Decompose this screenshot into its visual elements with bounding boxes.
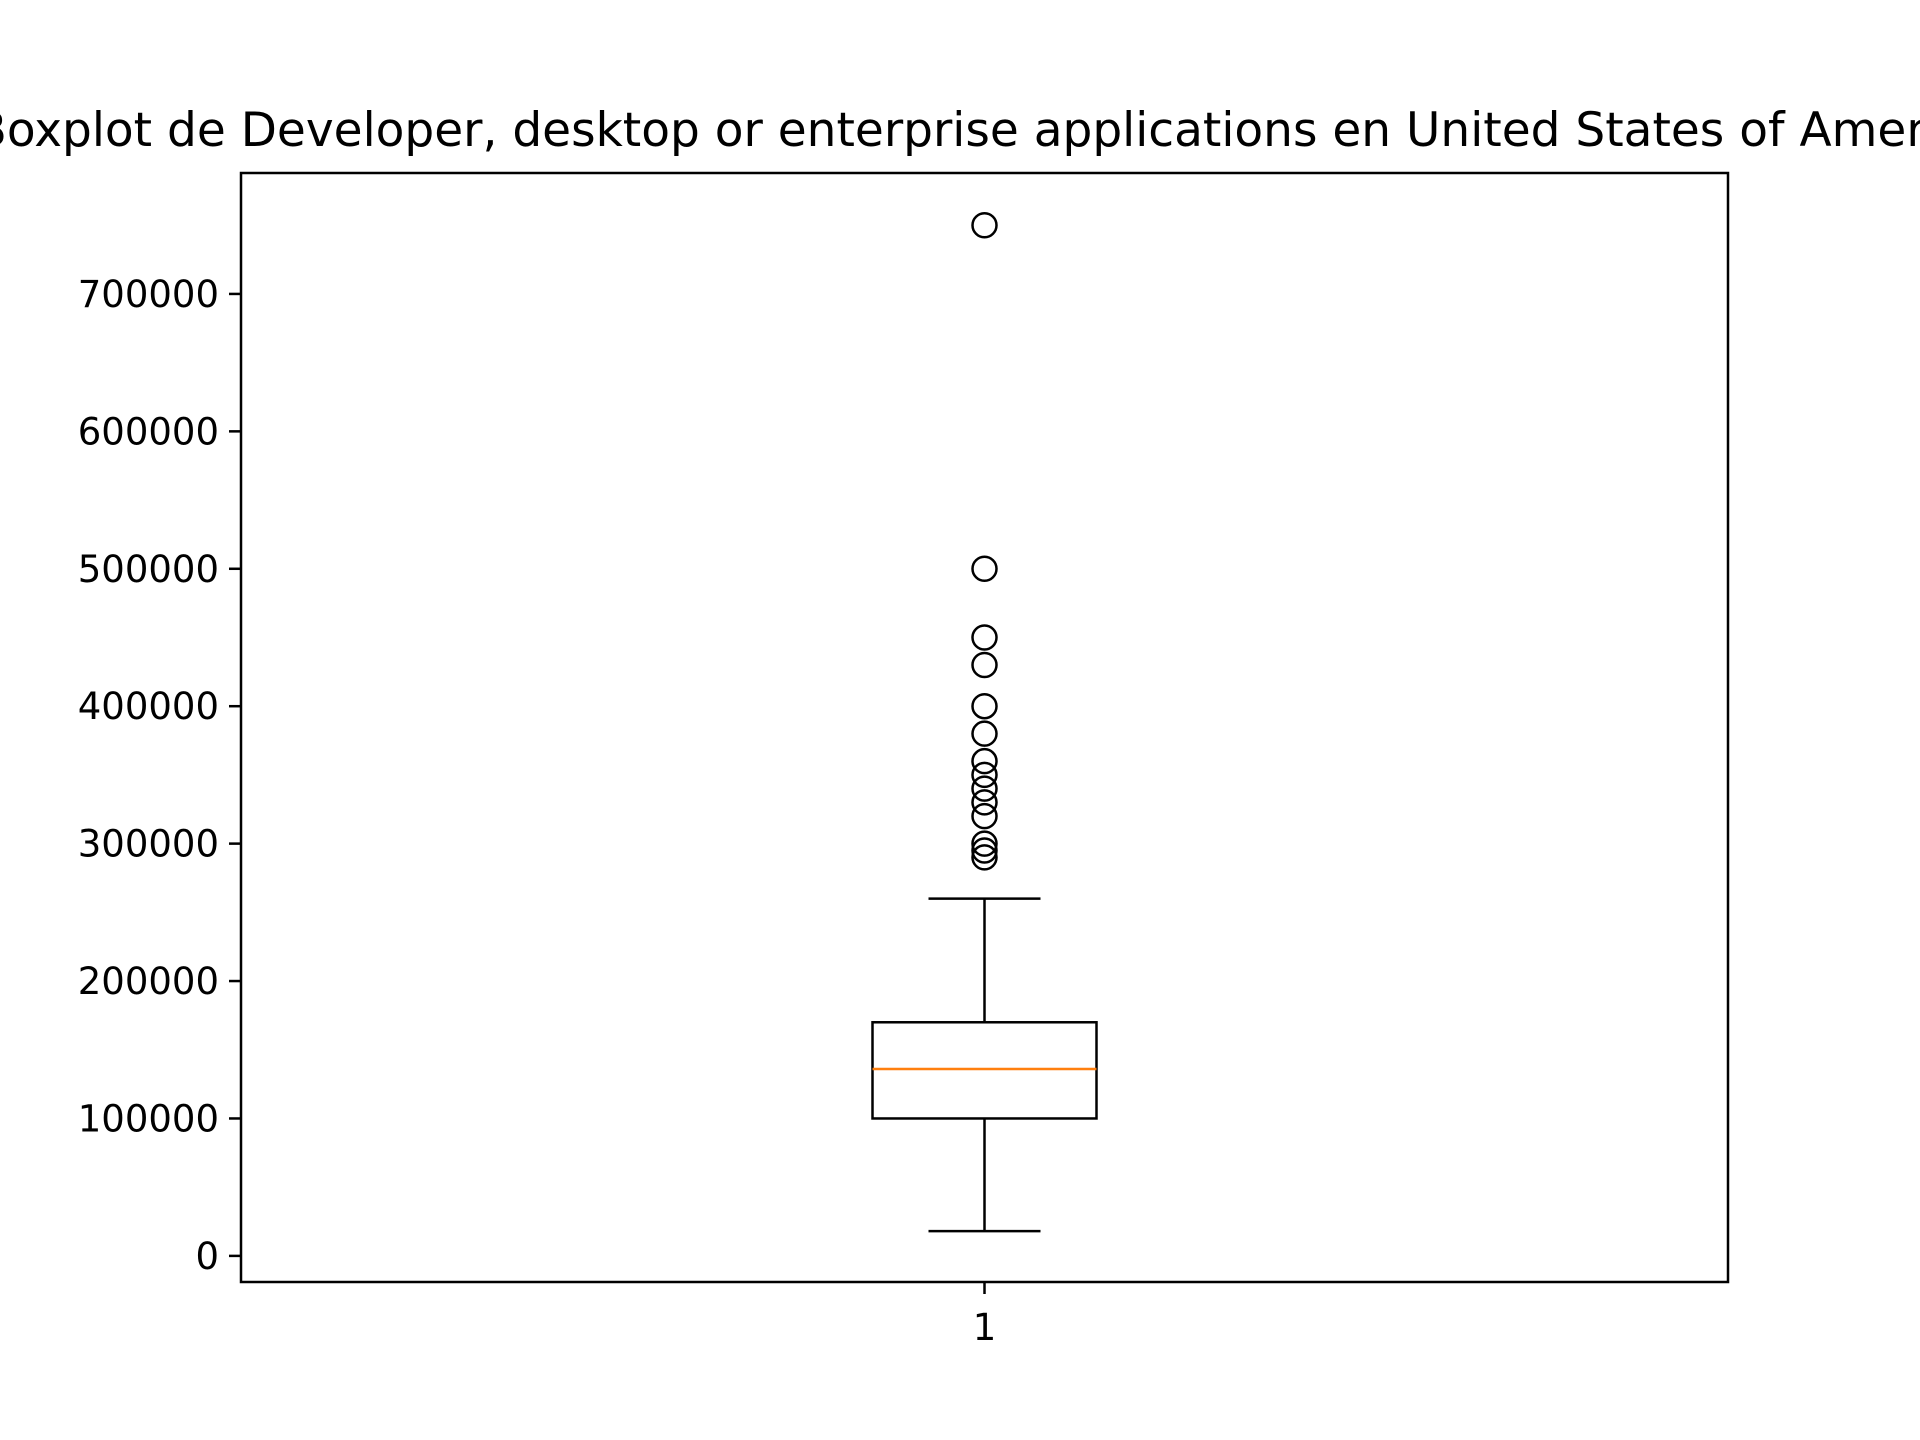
y-tick-label: 100000 xyxy=(78,1097,219,1140)
outlier-point xyxy=(971,775,998,802)
outlier-point xyxy=(971,692,998,720)
y-tick-label: 600000 xyxy=(78,410,219,453)
axes-frame xyxy=(239,171,1730,1284)
outlier-point xyxy=(971,837,998,864)
y-tick-label: 200000 xyxy=(78,960,219,1003)
iqr-box xyxy=(871,1021,1098,1120)
outlier-point xyxy=(971,789,998,816)
outlier-point xyxy=(971,761,998,789)
outlier-point xyxy=(971,624,998,651)
y-tick-label: 300000 xyxy=(78,823,219,866)
outlier-point xyxy=(971,844,998,871)
outlier-point xyxy=(971,651,998,679)
outlier-point xyxy=(971,830,998,857)
outlier-point xyxy=(971,211,998,239)
y-tick-label: 400000 xyxy=(78,685,219,728)
outlier-point xyxy=(971,720,998,747)
plot-area xyxy=(871,211,1098,1233)
y-tick-label: 500000 xyxy=(78,548,219,591)
outlier-point xyxy=(971,555,998,583)
chart-title: Boxplot de Developer, desktop or enterpr… xyxy=(0,103,1920,158)
x-tick-label: 1 xyxy=(973,1306,997,1349)
y-tick-label: 0 xyxy=(195,1235,219,1278)
y-tick-label: 700000 xyxy=(78,273,219,316)
outlier-point xyxy=(971,802,998,830)
outlier-point xyxy=(971,747,998,775)
x-axis: 1 xyxy=(973,1282,997,1349)
y-axis: 0 100000 200000 300000 400000 500000 600000 700… xyxy=(78,273,241,1278)
